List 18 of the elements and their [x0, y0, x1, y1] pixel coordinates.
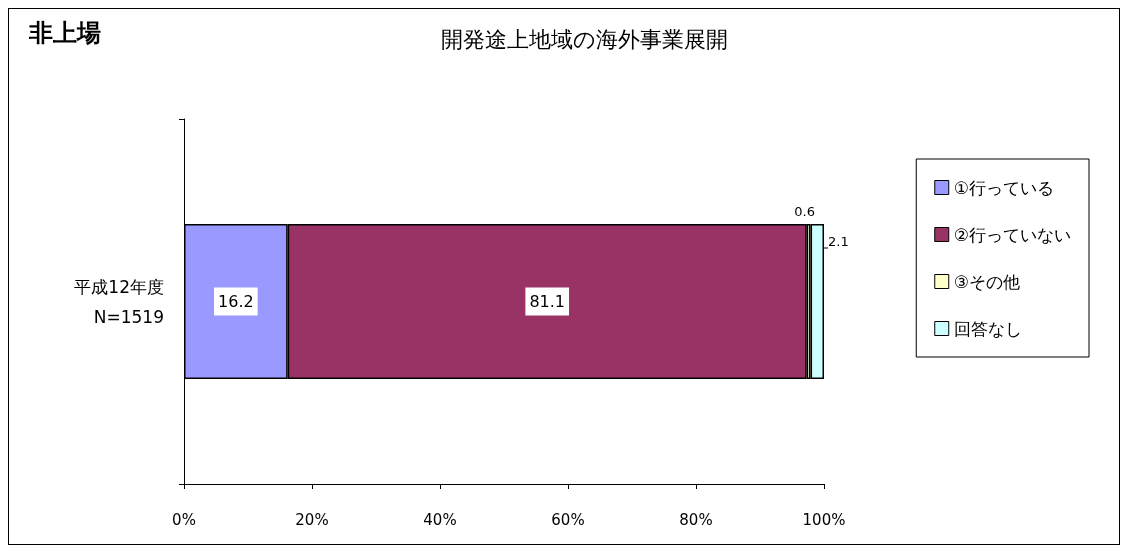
- chart-title: 開発途上地域の海外事業展開: [440, 26, 728, 52]
- legend-label: ③その他: [953, 271, 1021, 292]
- x-tick-label: 0%: [172, 510, 196, 529]
- y-tick-label: 平成12年度 N=1519: [74, 276, 164, 327]
- data-label: 16.2: [218, 292, 254, 311]
- data-label: 2.1: [828, 234, 849, 249]
- legend-label: ②行っていない: [953, 224, 1072, 245]
- x-tick-label: 20%: [295, 510, 329, 529]
- x-tick-label: 40%: [423, 510, 457, 529]
- data-label: 0.6: [794, 204, 815, 219]
- x-tick-label: 80%: [679, 510, 713, 529]
- text: 非上場: [28, 19, 101, 47]
- legend-label: 回答なし: [953, 318, 1022, 339]
- x-tick-label: 100%: [802, 510, 846, 529]
- data-label: 81.1: [529, 292, 566, 311]
- x-tick-label: 60%: [551, 510, 585, 529]
- legend-label: ①行っている: [953, 177, 1055, 198]
- bar: [810, 224, 824, 379]
